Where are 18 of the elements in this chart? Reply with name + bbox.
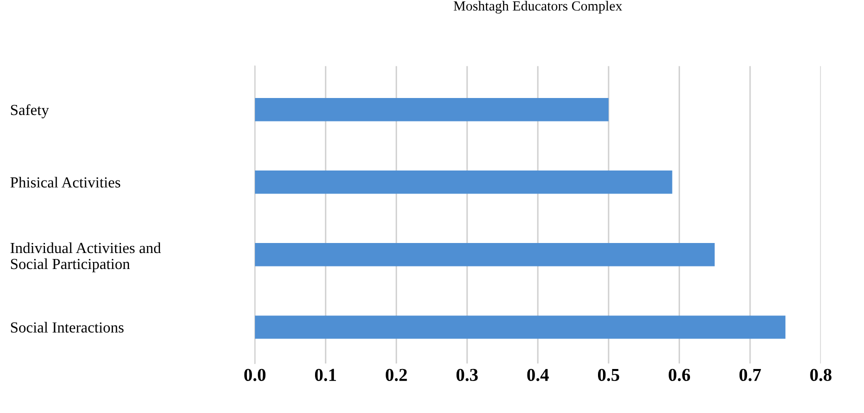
x-tick-label: 0.4 [527, 368, 549, 382]
bar [254, 316, 786, 339]
y-tick-label: Social Interactions [11, 322, 124, 333]
x-tick-label: 0.7 [739, 368, 761, 382]
y-tick-label: Phisical Activities [10, 176, 120, 188]
x-tick-label: 0.2 [386, 368, 407, 382]
bar [254, 98, 609, 122]
chart-title: Moshtagh Educators Complex [454, 0, 622, 14]
bar [254, 243, 715, 266]
y-tick-label: Individual Activities and Social Participation [10, 242, 161, 272]
x-tick-label: 0.8 [810, 368, 832, 382]
x-tick-label: 0.6 [668, 368, 690, 382]
x-tick-label: 0.3 [456, 368, 478, 382]
x-tick-label: 0.0 [244, 368, 266, 382]
x-tick-label: 0.5 [598, 368, 620, 382]
y-tick-label: Safety [11, 104, 49, 118]
x-tick-label: 0.1 [315, 368, 336, 382]
bar [254, 170, 672, 194]
